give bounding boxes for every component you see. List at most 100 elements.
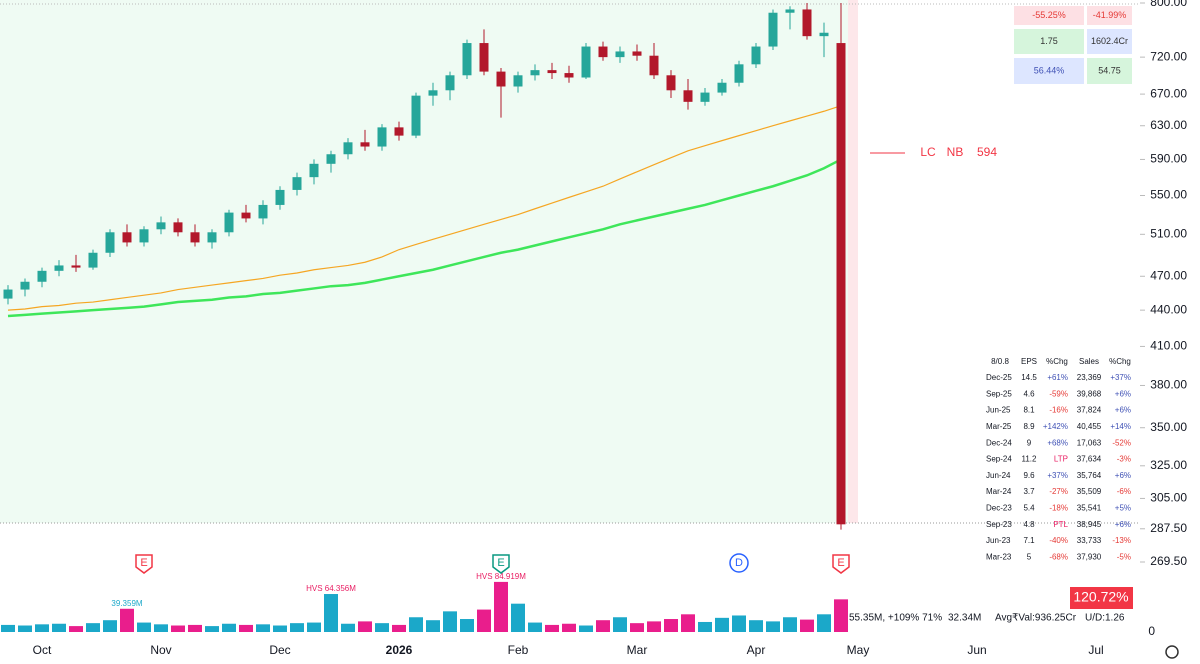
candle-body [615, 51, 625, 58]
volume-bar [834, 599, 848, 632]
candle-body [836, 43, 846, 525]
status-text: 32.34M [948, 613, 981, 624]
table-cell: +61% [1047, 373, 1068, 382]
table-cell: 40,455 [1077, 422, 1102, 431]
table-cell: Dec-23 [986, 504, 1012, 513]
y-tick-label: 670.00 [1150, 86, 1187, 100]
y-tick-label: 470.00 [1150, 268, 1187, 282]
volume-bar [35, 624, 49, 632]
table-cell: -27% [1049, 487, 1068, 496]
candle-body [20, 281, 30, 290]
volume-bar [613, 617, 627, 632]
volume-bar [154, 624, 168, 632]
candle-body [173, 222, 183, 233]
stat-box [1014, 6, 1084, 25]
volume-bar [817, 614, 831, 632]
volume-bar [375, 623, 389, 632]
table-cell: 9 [1027, 438, 1032, 447]
volume-label: HVS 64.356M [306, 584, 356, 593]
volume-bar [579, 625, 593, 632]
table-cell: 3.7 [1023, 487, 1035, 496]
table-cell: -68% [1049, 552, 1068, 561]
table-cell: Mar-25 [986, 422, 1012, 431]
candle-body [343, 142, 353, 155]
table-cell: +37% [1110, 373, 1131, 382]
volume-label: HVS 84.919M [476, 572, 526, 581]
table-cell: 8.9 [1023, 422, 1035, 431]
volume-bar [18, 625, 32, 632]
table-cell: +6% [1115, 406, 1131, 415]
event-marker [729, 553, 749, 573]
candle-body [564, 73, 574, 78]
candle-body [751, 46, 761, 65]
candle-body [632, 51, 642, 56]
y-tick-label: 630.00 [1150, 118, 1187, 132]
table-cell: Dec-25 [986, 373, 1012, 382]
volume-bar [766, 621, 780, 632]
candle-body [326, 154, 336, 164]
volume-bar [52, 623, 66, 632]
table-cell: 17,063 [1077, 438, 1102, 447]
event-label: E [497, 557, 504, 569]
x-tick-label: Jul [1088, 643, 1103, 657]
candle-body [734, 64, 744, 83]
x-tick-label: Oct [33, 643, 52, 657]
table-cell: Jun-24 [986, 471, 1011, 480]
candle-body [411, 95, 421, 136]
volume-bar [715, 617, 729, 632]
candle-body [258, 204, 268, 219]
volume-bar [596, 620, 610, 632]
volume-bar [783, 617, 797, 632]
table-cell: Mar-24 [986, 487, 1012, 496]
table-cell: Jun-25 [986, 406, 1011, 415]
candle-body [275, 189, 285, 205]
table-cell: +14% [1110, 422, 1131, 431]
x-tick-label: Feb [508, 643, 529, 657]
candle-body [717, 82, 727, 93]
stat-value: 54.75 [1098, 65, 1121, 75]
x-tick-label: Mar [627, 643, 648, 657]
volume-bar [324, 594, 338, 632]
y-tick-label: 305.00 [1150, 491, 1187, 505]
table-cell: 37,824 [1077, 406, 1102, 415]
candle-body [105, 232, 115, 253]
table-cell: -16% [1049, 406, 1068, 415]
candle-body [530, 70, 540, 76]
candle-body [428, 90, 438, 96]
volume-bar [732, 615, 746, 632]
x-tick-label: Jun [967, 643, 986, 657]
y-tick-label: 269.50 [1150, 554, 1187, 568]
stat-value: 1.75 [1040, 36, 1058, 46]
table-cell: PTL [1053, 520, 1068, 529]
table-cell: -59% [1049, 389, 1068, 398]
settings-icon[interactable] [1165, 645, 1179, 659]
candle-body [3, 289, 13, 299]
candle-body [666, 75, 676, 91]
y-tick-label: 720.00 [1150, 49, 1187, 63]
volume-bar [273, 625, 287, 632]
table-cell: -40% [1049, 536, 1068, 545]
table-cell: 9.6 [1023, 471, 1035, 480]
candle-body [819, 32, 829, 37]
volume-bar [341, 623, 355, 632]
event-marker [492, 554, 510, 574]
table-cell: -5% [1117, 552, 1131, 561]
moving-average [7, 158, 842, 318]
event-label: E [140, 557, 147, 569]
volume-bar [443, 611, 457, 632]
x-tick-label: May [847, 643, 870, 657]
volume-bar [392, 624, 406, 632]
table-cell: 35,541 [1077, 504, 1102, 513]
table-header: %Chg [1046, 357, 1068, 366]
event-label: E [837, 557, 844, 569]
table-cell: -52% [1112, 438, 1131, 447]
table-cell: -13% [1112, 536, 1131, 545]
table-cell: 23,369 [1077, 373, 1102, 382]
volume-bar [749, 620, 763, 632]
volume-bar [256, 624, 270, 632]
volume-bar [477, 609, 491, 632]
volume-bar [222, 623, 236, 632]
candle-body [496, 71, 506, 87]
candle-body [768, 12, 778, 47]
